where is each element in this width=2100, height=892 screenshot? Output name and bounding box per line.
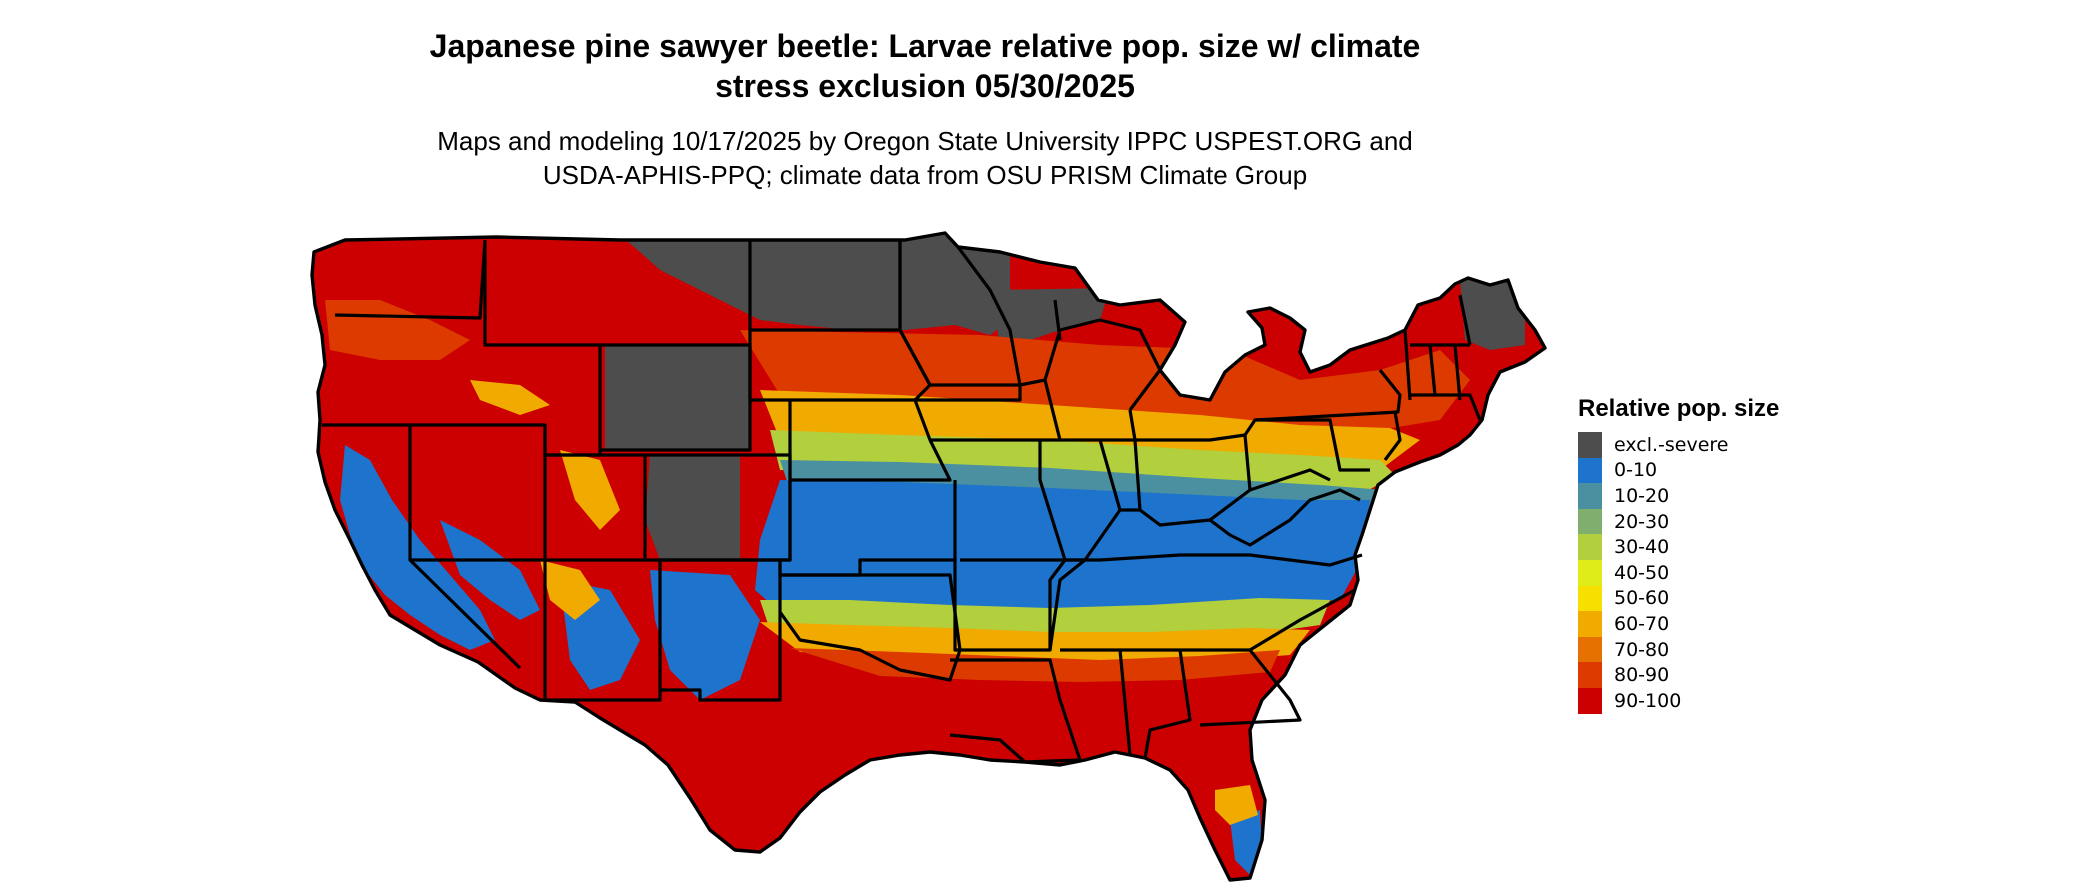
legend-label: 10-20 [1614, 484, 1670, 507]
legend-label: 50-60 [1614, 587, 1670, 610]
zone-60-70 [760, 390, 1420, 470]
zone-60-70-idaho [470, 380, 550, 415]
zone-0-10-california [340, 445, 495, 650]
legend: Relative pop. size excl.-severe 0-10 10-… [1578, 394, 1908, 714]
legend-item: 80-90 [1578, 662, 1908, 688]
legend-title: Relative pop. size [1578, 395, 1780, 422]
legend-item: 20-30 [1578, 508, 1908, 535]
legend-item: 30-40 [1578, 534, 1908, 560]
map-title: Japanese pine sawyer beetle: Larvae rela… [300, 26, 1550, 106]
zone-excluded-new-england [1460, 280, 1525, 350]
legend-swatch [1578, 483, 1602, 509]
map-subtitle-line-1: Maps and modeling 10/17/2025 by Oregon S… [437, 126, 1413, 156]
legend-item: excl.-severe [1578, 432, 1908, 458]
legend-item: 50-60 [1578, 585, 1908, 612]
legend-item: 0-10 [1578, 457, 1908, 484]
map-title-line-1: Japanese pine sawyer beetle: Larvae rela… [429, 28, 1421, 64]
legend-swatch [1578, 636, 1602, 663]
legend-label: 0-10 [1614, 459, 1658, 482]
zone-60-70-texas-coast [860, 770, 920, 820]
legend-item: 70-80 [1578, 636, 1908, 663]
legend-item: 40-50 [1578, 559, 1908, 586]
zone-0-10-florida [1230, 810, 1262, 875]
legend-label: 30-40 [1614, 536, 1670, 559]
legend-item: 90-100 [1578, 687, 1908, 714]
state-boundaries [322, 239, 1482, 764]
legend-label: excl.-severe [1614, 433, 1729, 456]
legend-label: 70-80 [1614, 638, 1670, 661]
zone-60-70-southwest [540, 560, 600, 620]
legend-label: 40-50 [1614, 561, 1670, 584]
legend-swatch [1578, 687, 1602, 714]
legend-swatch [1578, 508, 1602, 535]
map-subtitle: Maps and modeling 10/17/2025 by Oregon S… [300, 124, 1550, 192]
legend-swatch [1578, 662, 1602, 688]
zone-80-90-north [740, 330, 1470, 430]
zone-0-10-south-texas [830, 790, 890, 860]
legend-item: 60-70 [1578, 611, 1908, 637]
legend-item: 10-20 [1578, 483, 1908, 509]
legend-label: 20-30 [1614, 510, 1670, 533]
legend-label: 60-70 [1614, 612, 1670, 635]
us-map [310, 231, 1547, 882]
map-title-line-2: stress exclusion 05/30/2025 [715, 68, 1135, 104]
legend-swatch [1578, 534, 1602, 560]
zone-excluded-north [620, 235, 1010, 335]
zone-60-70-florida [1215, 785, 1258, 825]
legend-label: 90-100 [1614, 689, 1682, 712]
zone-excluded-colorado [645, 455, 740, 560]
zone-30-40 [770, 430, 1395, 495]
zone-0-10-new-mexico [650, 570, 760, 700]
legend-swatch [1578, 432, 1602, 458]
zone-0-10-nevada [440, 520, 540, 620]
map-subtitle-line-2: USDA-APHIS-PPQ; climate data from OSU PR… [542, 160, 1308, 190]
legend-items: excl.-severe 0-10 10-20 20-30 30-40 40-5… [1578, 432, 1908, 714]
legend-swatch [1578, 611, 1602, 637]
legend-swatch [1578, 559, 1602, 586]
legend-label: 80-90 [1614, 664, 1670, 687]
legend-swatch [1578, 585, 1602, 612]
zone-60-70-utah [560, 450, 620, 530]
zone-excluded-great-lakes [990, 288, 1110, 345]
legend-swatch [1578, 457, 1602, 484]
zone-excluded-wyoming [605, 345, 750, 450]
